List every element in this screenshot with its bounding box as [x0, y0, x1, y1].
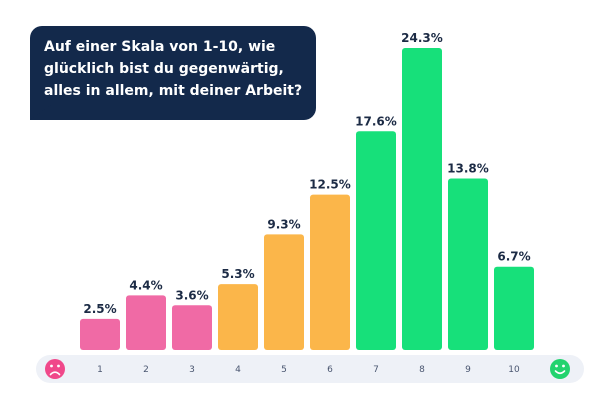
happy-face-icon	[550, 359, 570, 379]
x-tick-label-3: 3	[189, 365, 195, 375]
question-line-1: Auf einer Skala von 1-10, wie	[44, 39, 276, 55]
question-bubble	[30, 26, 316, 120]
bar-6	[310, 194, 350, 350]
x-tick-label-4: 4	[235, 365, 241, 375]
x-tick-label-8: 8	[419, 365, 425, 375]
bar-1	[80, 318, 120, 350]
x-tick-label-2: 2	[143, 365, 149, 375]
bar-value-label-7: 17.6%	[355, 114, 397, 128]
scale-track	[36, 355, 584, 383]
bar-value-label-4: 5.3%	[221, 267, 254, 281]
bar-10	[494, 266, 534, 350]
bar-value-label-3: 3.6%	[175, 288, 208, 302]
bar-value-label-9: 13.8%	[447, 161, 489, 175]
x-tick-label-10: 10	[508, 365, 520, 375]
bar-value-label-1: 2.5%	[83, 302, 116, 316]
x-tick-label-6: 6	[327, 365, 333, 375]
x-tick-label-7: 7	[373, 365, 379, 375]
bar-9	[448, 178, 488, 350]
x-tick-label-9: 9	[465, 365, 471, 375]
bar-value-label-8: 24.3%	[401, 31, 443, 45]
question-bubble-tail	[30, 104, 52, 120]
sad-face-icon	[45, 359, 65, 379]
bar-value-label-5: 9.3%	[267, 217, 300, 231]
x-tick-label-5: 5	[281, 365, 287, 375]
question-text: Auf einer Skala von 1-10, wie glücklich …	[44, 36, 306, 102]
question-line-3: alles in allem, mit deiner Arbeit?	[44, 83, 303, 99]
question-line-2: glücklich bist du gegenwärtig,	[44, 61, 284, 77]
bar-2	[126, 295, 166, 350]
bar-8	[402, 48, 442, 350]
bar-5	[264, 234, 304, 350]
bar-value-label-10: 6.7%	[497, 250, 530, 264]
bar-value-label-2: 4.4%	[129, 278, 162, 292]
bar-7	[356, 131, 396, 350]
bar-4	[218, 284, 258, 350]
bar-value-label-6: 12.5%	[309, 178, 351, 192]
bar-3	[172, 305, 212, 350]
x-tick-label-1: 1	[97, 365, 103, 375]
